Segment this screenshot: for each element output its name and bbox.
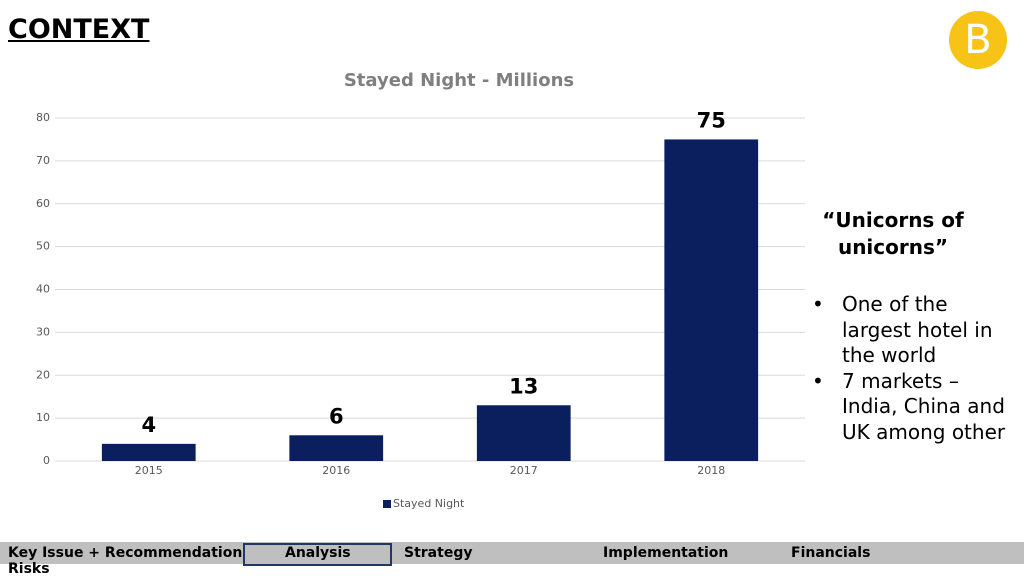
nav-bar <box>0 542 1024 564</box>
nav-item[interactable]: Key Issue + Recommendation <box>8 545 243 561</box>
quote: “Unicorns of unicorns” <box>822 208 964 259</box>
page-title: CONTEXT <box>8 14 150 45</box>
data-label: 4 <box>141 413 156 437</box>
bar <box>664 139 759 461</box>
data-label: 6 <box>329 404 344 428</box>
y-tick-label: 60 <box>36 197 50 210</box>
nav-item[interactable]: Implementation <box>603 545 729 561</box>
bar <box>289 435 384 461</box>
y-tick-label: 80 <box>36 111 50 124</box>
nav-item[interactable]: Risks <box>8 561 50 577</box>
y-tick-label: 20 <box>36 368 50 381</box>
y-tick-label: 70 <box>36 154 50 167</box>
y-tick-label: 0 <box>43 454 50 467</box>
legend-swatch <box>383 500 391 508</box>
bullet-list: One of the largest hotel in the world 7 … <box>810 292 1010 445</box>
bar <box>101 443 196 461</box>
data-label: 13 <box>509 374 538 398</box>
bar <box>476 405 571 461</box>
x-tick-label: 2017 <box>510 464 538 477</box>
bullet: One of the largest hotel in the world <box>810 292 1010 369</box>
y-tick-label: 30 <box>36 325 50 338</box>
bullet: 7 markets – India, China and UK among ot… <box>810 369 1010 446</box>
nav-item[interactable]: Financials <box>791 545 871 561</box>
active-tab-box <box>243 543 392 566</box>
data-label: 75 <box>697 108 726 132</box>
x-tick-label: 2016 <box>322 464 350 477</box>
chart: Stayed Night - Millions 0 10 20 30 40 50 60 70 8… <box>36 70 805 510</box>
logo: B <box>949 11 1007 69</box>
nav-item[interactable]: Analysis <box>285 545 351 561</box>
nav-item[interactable]: Strategy <box>404 545 473 561</box>
y-tick-label: 40 <box>36 283 50 296</box>
chart-title: Stayed Night - Millions <box>344 70 574 91</box>
x-tick-label: 2015 <box>135 464 163 477</box>
y-tick-label: 50 <box>36 240 50 253</box>
legend-label: Stayed Night <box>393 497 465 510</box>
x-tick-label: 2018 <box>697 464 725 477</box>
y-tick-label: 10 <box>36 411 50 424</box>
